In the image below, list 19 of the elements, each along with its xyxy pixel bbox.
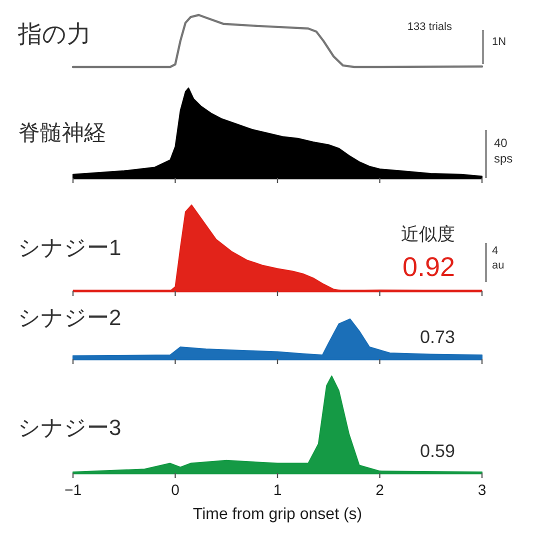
annotation: 133 trials bbox=[407, 21, 452, 33]
x-tick-label: 0 bbox=[171, 482, 180, 499]
x-tick-label: 2 bbox=[376, 482, 384, 499]
annotation: 0.92 bbox=[402, 252, 455, 282]
annotation: 近似度 bbox=[401, 224, 455, 244]
annotation: 0.59 bbox=[420, 441, 455, 461]
x-axis-title: Time from grip onset (s) bbox=[192, 506, 362, 523]
text: 4 au bbox=[492, 245, 504, 272]
chart-title: シナジー2 bbox=[18, 305, 122, 330]
text: 1N bbox=[492, 36, 506, 48]
x-tick-label: −1 bbox=[64, 482, 82, 499]
text: シナジー3 bbox=[18, 415, 122, 440]
text: シナジー1 bbox=[18, 235, 122, 260]
text: 40 sps bbox=[494, 136, 513, 166]
text: 脊髄神経 bbox=[18, 120, 106, 145]
x-tick-label: 1 bbox=[273, 482, 282, 499]
chart-title: 指の力 bbox=[17, 21, 91, 48]
x-tick-label: 3 bbox=[478, 482, 486, 499]
annotation: 0.73 bbox=[420, 327, 455, 347]
